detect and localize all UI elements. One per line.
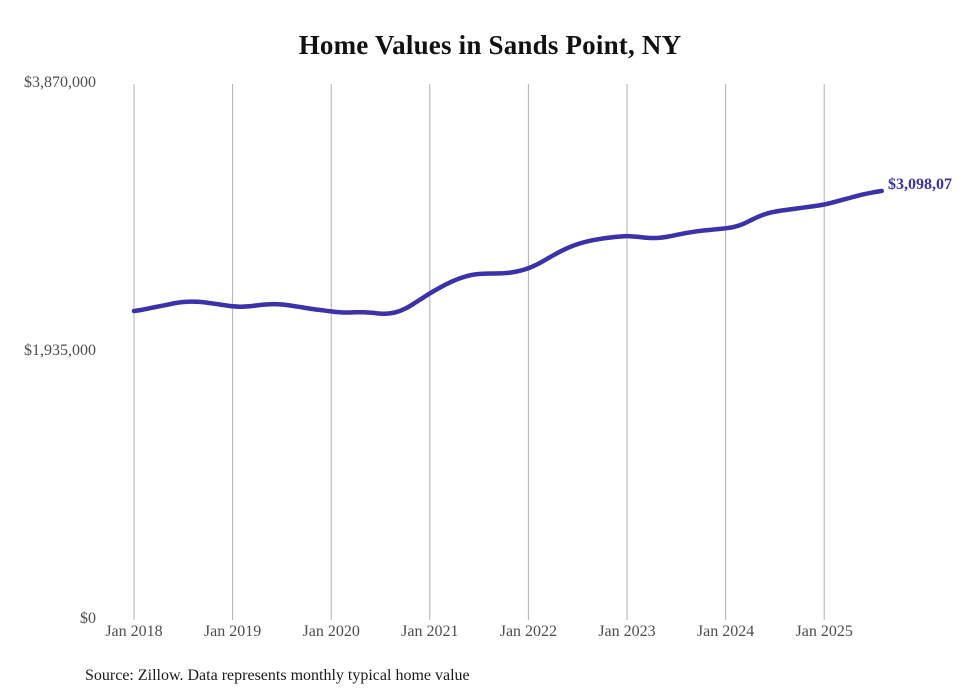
x-axis-tick-label: Jan 2023 <box>598 623 656 640</box>
x-axis-tick-label: Jan 2025 <box>795 623 853 640</box>
x-axis-tick-label: Jan 2024 <box>696 623 755 640</box>
y-axis-tick-label: $0 <box>80 610 96 627</box>
x-axis-tick-label: Jan 2022 <box>499 623 558 640</box>
y-axis-tick-label: $3,870,000 <box>24 74 96 91</box>
x-axis-tick-label: Jan 2019 <box>203 623 262 640</box>
y-axis-tick-label: $1,935,000 <box>24 342 96 359</box>
source-note: Source: Zillow. Data represents monthly … <box>85 667 470 684</box>
value-line <box>131 188 884 316</box>
x-axis-tick-label: Jan 2018 <box>105 623 163 640</box>
x-axis-tick-label: Jan 2021 <box>401 623 459 640</box>
x-axis-tick-label: Jan 2020 <box>302 623 360 640</box>
page-title: Home Values in Sands Point, NY <box>298 30 682 60</box>
gridlines-group <box>133 84 825 620</box>
end-value-label: $3,098,07 <box>888 176 952 193</box>
